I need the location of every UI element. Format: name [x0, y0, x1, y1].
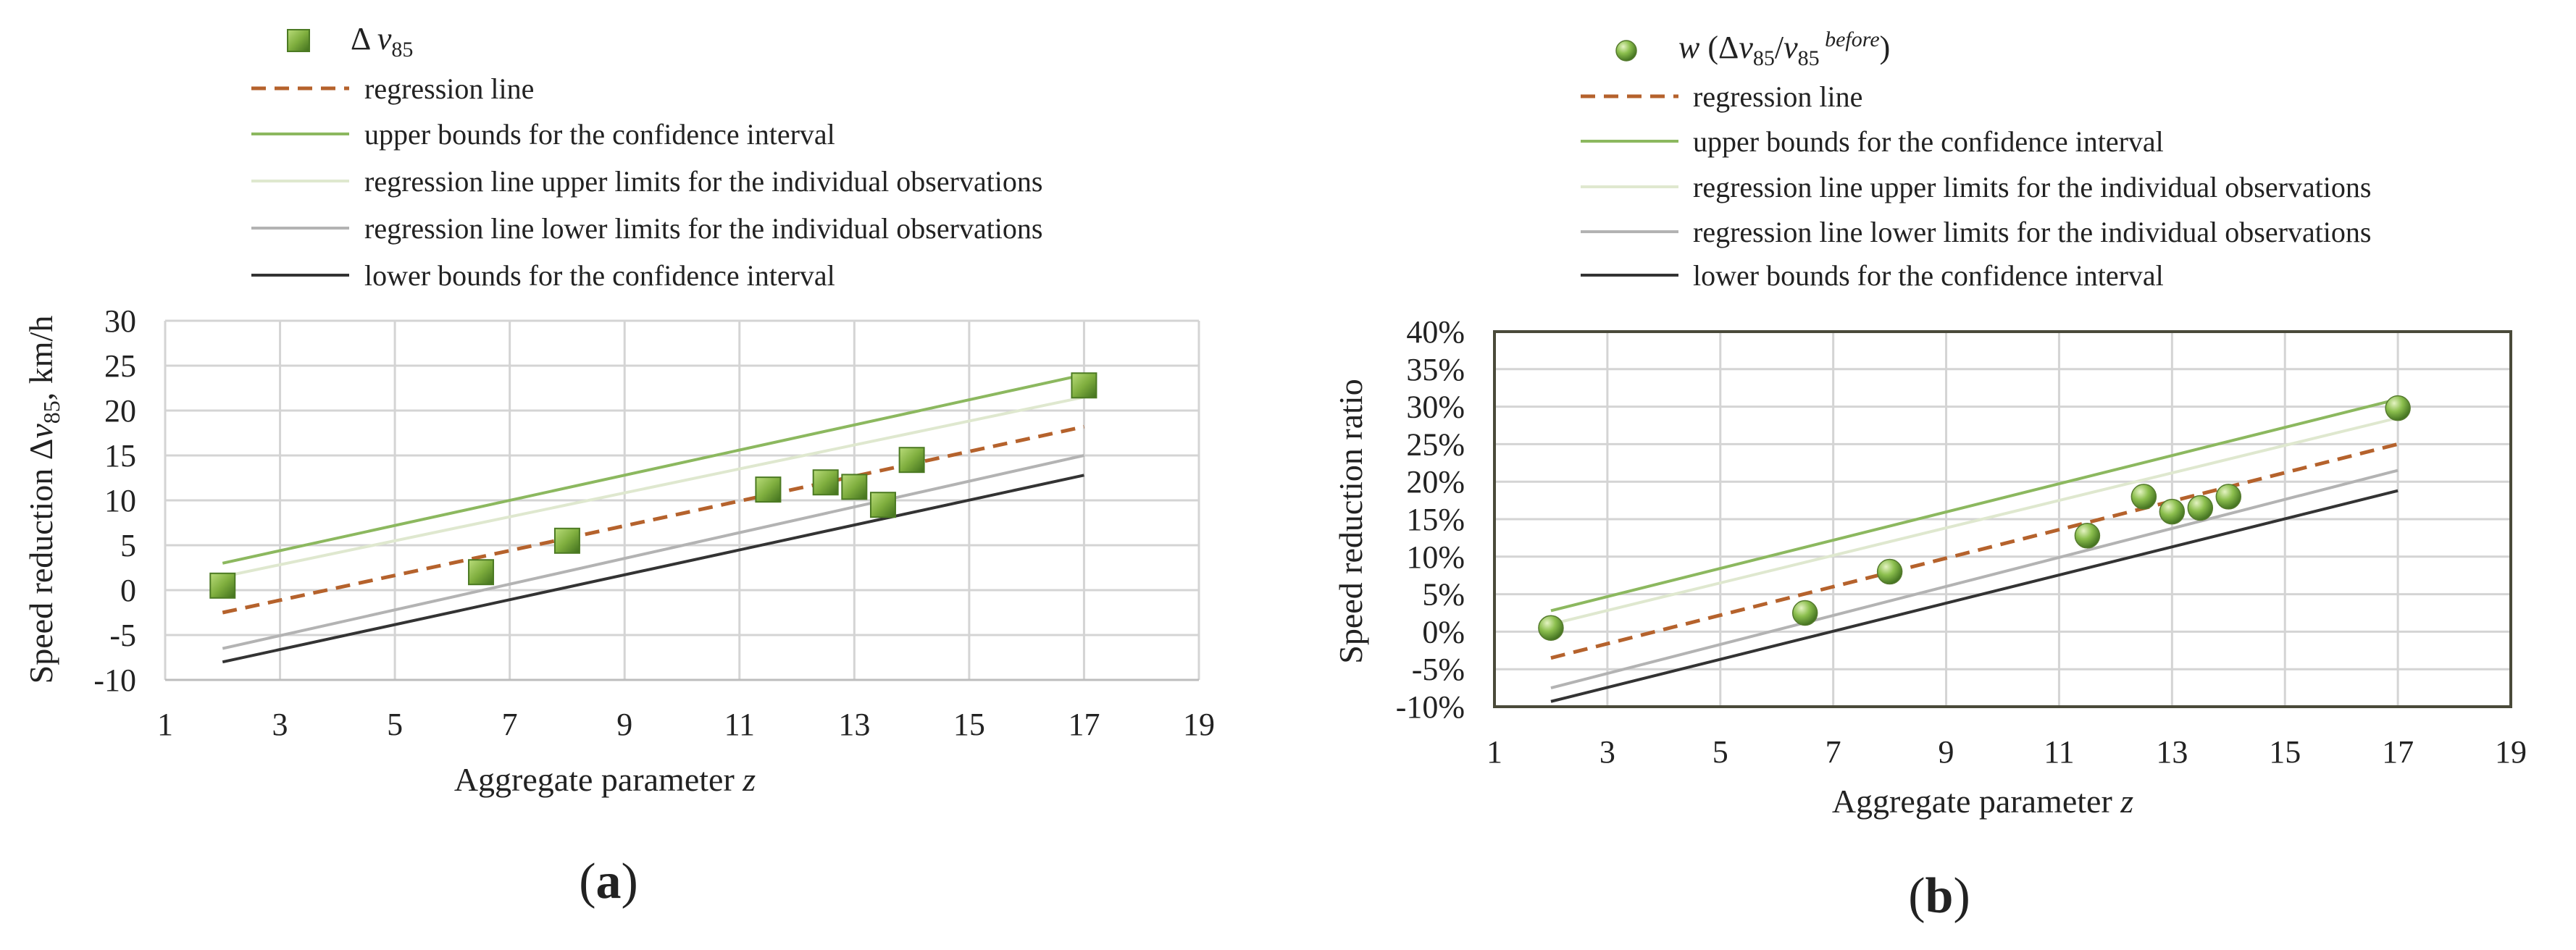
- y-tick-label: 25%: [1406, 426, 1465, 462]
- legend-entry: regression line: [1693, 80, 1862, 113]
- y-axis-label: Speed reduction ratio: [1332, 379, 1369, 663]
- data-point: [2130, 484, 2157, 510]
- data-point: [1876, 558, 1903, 585]
- data-point: [2159, 498, 2186, 525]
- legend-entry: upper bounds for the confidence interval: [1693, 125, 2164, 158]
- y-tick-label: 25: [104, 348, 136, 384]
- y-tick-label: 15%: [1406, 502, 1465, 537]
- series-line-upper-bounds-for-the-confidence-interval: [222, 373, 1084, 565]
- data-point: [553, 527, 580, 554]
- y-tick-label: 20%: [1406, 464, 1465, 500]
- data-point: [1791, 600, 1818, 626]
- x-tick-label: 13: [2156, 734, 2188, 770]
- data-point: [2385, 395, 2411, 421]
- legend-label-points: w (Δv85/v85 before): [1678, 28, 1890, 70]
- y-tick-label: 30%: [1406, 390, 1465, 425]
- x-tick-label: 11: [2044, 734, 2074, 770]
- x-axis-label: Aggregate parameter z: [1832, 783, 2133, 820]
- x-tick-label: 17: [1068, 707, 1100, 742]
- x-tick-label: 19: [2495, 734, 2527, 770]
- x-tick-label: 5: [387, 707, 403, 742]
- y-tick-label: -5: [109, 618, 136, 653]
- x-tick-label: 9: [616, 707, 632, 742]
- data-point: [2074, 523, 2101, 549]
- panel-label: (a): [579, 854, 638, 909]
- legend-entry: regression line lower limits for the ind…: [1693, 216, 2371, 248]
- x-axis-label: Aggregate parameter z: [454, 761, 756, 798]
- x-tick-label: 15: [953, 707, 985, 742]
- legend-entry: upper bounds for the confidence interval: [364, 118, 835, 151]
- series-line-regression-line-lower-limits-for-the-individual-observations: [222, 454, 1084, 650]
- series-line-lower-bounds-for-the-confidence-interval: [1550, 489, 2399, 703]
- data-point: [841, 474, 868, 500]
- y-tick-label: 35%: [1406, 352, 1465, 387]
- series-line-regression-line-lower-limits-for-the-individual-observations: [1550, 468, 2399, 690]
- legend-entry: regression line lower limits for the ind…: [364, 212, 1042, 245]
- series-line-regression-line: [1550, 442, 2399, 660]
- plot-frame: [1493, 330, 2512, 708]
- data-point: [2215, 484, 2242, 510]
- legend-marker-points: [287, 29, 310, 52]
- y-tick-label: -5%: [1412, 652, 1465, 687]
- y-tick-label: 20: [104, 393, 136, 429]
- data-point: [898, 447, 925, 474]
- legend-entry: regression line upper limits for the ind…: [364, 165, 1042, 198]
- series-line-upper-bounds-for-the-confidence-interval: [1550, 398, 2399, 613]
- y-tick-label: 5: [120, 528, 136, 563]
- x-tick-label: 1: [1486, 734, 1502, 770]
- legend-entry: lower bounds for the confidence interval: [1693, 259, 2164, 292]
- x-tick-label: 5: [1713, 734, 1728, 770]
- data-point: [468, 559, 495, 586]
- x-tick-label: 7: [502, 707, 518, 742]
- y-tick-label: -10%: [1396, 689, 1465, 725]
- series-line-lower-bounds-for-the-confidence-interval: [222, 474, 1084, 664]
- panel-label: (b): [1908, 868, 1970, 924]
- x-tick-label: 7: [1826, 734, 1841, 770]
- data-point: [1538, 615, 1564, 641]
- data-point: [2187, 495, 2214, 521]
- x-tick-label: 9: [1939, 734, 1954, 770]
- y-tick-label: 0: [120, 573, 136, 608]
- legend-entry: regression line upper limits for the ind…: [1693, 171, 2371, 203]
- y-tick-label: 0%: [1422, 614, 1465, 650]
- y-tick-label: 10: [104, 483, 136, 518]
- legend-marker-points: [1615, 40, 1637, 62]
- x-tick-label: 19: [1183, 707, 1215, 742]
- panel-b: 1 3 5 7 9 11 13 15 17 19-10%-5%0%5%10%15%20%25%30…: [1332, 28, 2527, 924]
- series-line-regression-line: [222, 424, 1084, 615]
- legend-label-points: Δ v85: [351, 21, 413, 62]
- data-point: [812, 469, 839, 496]
- data-point: [209, 572, 236, 599]
- data-point: [755, 476, 782, 503]
- y-tick-label: 40%: [1406, 314, 1465, 350]
- series-line-regression-line-upper-limits-for-the-individual-observations: [222, 395, 1084, 579]
- y-tick-label: 5%: [1422, 577, 1465, 613]
- data-point: [869, 492, 896, 518]
- y-tick-label: 30: [104, 303, 136, 339]
- x-tick-label: 11: [724, 707, 755, 742]
- y-tick-label: -10: [93, 663, 136, 698]
- legend-entry: lower bounds for the confidence interval: [364, 259, 835, 292]
- x-tick-label: 15: [2269, 734, 2301, 770]
- y-tick-label: 10%: [1406, 539, 1465, 575]
- data-point: [1071, 372, 1097, 399]
- x-tick-label: 13: [838, 707, 870, 742]
- series-line-regression-line-upper-limits-for-the-individual-observations: [1550, 416, 2399, 626]
- y-tick-label: 15: [104, 438, 136, 474]
- x-tick-label: 3: [272, 707, 288, 742]
- y-axis-label: Speed reduction Δv85, km/h: [22, 316, 64, 684]
- x-tick-label: 3: [1599, 734, 1615, 770]
- x-tick-label: 17: [2382, 734, 2414, 770]
- legend-entry: regression line: [364, 72, 534, 105]
- x-tick-label: 1: [157, 707, 173, 742]
